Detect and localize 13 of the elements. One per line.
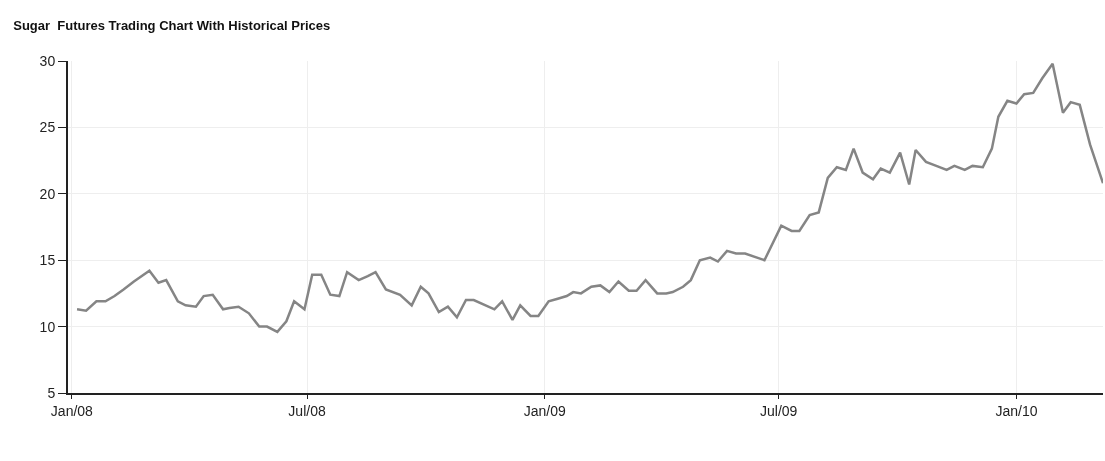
chart-title: Sugar Futures Trading Chart With Historical Prices [13,17,331,33]
y-tick-label: 5 [47,384,56,401]
y-tick-label: 25 [39,119,56,136]
x-tick-label: Jan/09 [523,402,567,419]
x-tick-label: Jan/10 [995,402,1038,419]
y-tick-label: 30 [39,52,56,69]
x-tick-label: Jan/08 [50,402,94,419]
y-tick-label: 10 [39,318,56,335]
x-tick-label: Jul/08 [288,402,326,419]
y-tick-label: 15 [39,252,56,269]
y-tick-label: 20 [39,185,56,202]
line-series [75,62,1103,334]
x-tick-label: Jul/09 [759,402,798,419]
